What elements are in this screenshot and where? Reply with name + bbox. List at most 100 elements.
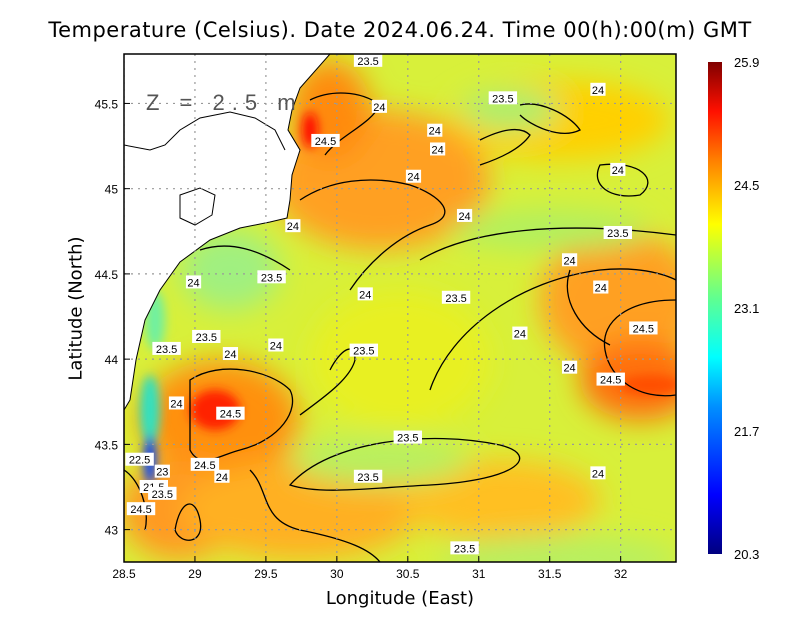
y-tick-label: 43 bbox=[105, 524, 119, 538]
svg-text:23.5: 23.5 bbox=[353, 346, 374, 358]
svg-text:23.5: 23.5 bbox=[397, 433, 418, 445]
contour-labels: 23.52423.5242424.5242424242423.52423.524… bbox=[125, 54, 658, 555]
depth-label: Z = 2.5 m bbox=[146, 90, 303, 115]
x-tick-label: 29 bbox=[188, 567, 202, 581]
contour-label: 23.5 bbox=[353, 469, 383, 484]
contour-label: 24 bbox=[593, 280, 609, 295]
contour-label: 23.5 bbox=[353, 54, 383, 68]
svg-text:23.5: 23.5 bbox=[357, 472, 378, 484]
svg-text:22.5: 22.5 bbox=[129, 455, 150, 467]
contour-label: 24 bbox=[285, 219, 301, 233]
contour-label: 23.5 bbox=[349, 343, 379, 358]
y-tick-label: 45.5 bbox=[95, 97, 119, 111]
x-tick-label: 31.5 bbox=[538, 567, 562, 581]
svg-text:24: 24 bbox=[407, 172, 419, 184]
x-tick-label: 30 bbox=[330, 567, 344, 581]
contour-label: 24.5 bbox=[311, 133, 340, 148]
contour-label: 24 bbox=[561, 360, 578, 375]
contour-label: 23.5 bbox=[192, 329, 221, 344]
svg-text:24: 24 bbox=[431, 144, 443, 156]
x-tick-label: 30.5 bbox=[396, 567, 420, 581]
svg-text:24.5: 24.5 bbox=[315, 136, 336, 148]
svg-text:23.5: 23.5 bbox=[445, 293, 466, 305]
contour-label: 23.5 bbox=[488, 91, 518, 105]
svg-text:23.5: 23.5 bbox=[261, 272, 282, 284]
colorbar-labels: 25.9 24.5 23.1 21.7 20.3 bbox=[734, 55, 759, 562]
x-tick-label: 28.5 bbox=[112, 567, 136, 581]
contour-label: 23.5 bbox=[450, 541, 479, 555]
svg-text:24: 24 bbox=[216, 472, 228, 484]
contour-label: 24 bbox=[590, 82, 606, 97]
svg-text:23.5: 23.5 bbox=[454, 543, 475, 555]
svg-text:24: 24 bbox=[595, 283, 607, 295]
y-tick-label: 45 bbox=[105, 183, 119, 197]
svg-text:23.5: 23.5 bbox=[357, 56, 378, 68]
colorbar-label: 24.5 bbox=[734, 178, 759, 193]
land-area bbox=[124, 54, 331, 411]
svg-text:24: 24 bbox=[429, 126, 441, 138]
y-tick-label: 44.5 bbox=[95, 268, 119, 282]
svg-text:23.5: 23.5 bbox=[156, 344, 177, 356]
contour-label: 24.5 bbox=[596, 372, 625, 387]
svg-text:24: 24 bbox=[373, 102, 385, 114]
contour-label: 24 bbox=[456, 208, 473, 223]
contour-label: 24 bbox=[512, 326, 528, 341]
svg-text:23.5: 23.5 bbox=[492, 93, 513, 105]
colorbar-label: 21.7 bbox=[734, 424, 759, 439]
svg-text:24: 24 bbox=[592, 85, 604, 97]
contour-label: 24.5 bbox=[190, 457, 220, 472]
x-axis-ticks: 28.5 29 29.5 30 30.5 31 31.5 32 bbox=[112, 556, 628, 581]
contour-label: 24 bbox=[371, 99, 388, 114]
svg-text:24.5: 24.5 bbox=[194, 460, 215, 472]
colorbar bbox=[708, 62, 722, 554]
y-tick-label: 43.5 bbox=[95, 438, 119, 452]
svg-text:23: 23 bbox=[156, 467, 168, 479]
contour-label: 24 bbox=[405, 169, 422, 184]
contour-label: 23.5 bbox=[148, 486, 177, 501]
svg-text:23.5: 23.5 bbox=[152, 489, 173, 501]
contour-label: 22.5 bbox=[125, 452, 154, 467]
svg-text:24.5: 24.5 bbox=[600, 375, 621, 387]
svg-text:24.5: 24.5 bbox=[633, 323, 654, 335]
y-axis-label: Latitude (North) bbox=[65, 236, 87, 381]
contour-label: 23 bbox=[154, 464, 170, 479]
contour-label: 24 bbox=[168, 396, 185, 410]
contour-label: 24 bbox=[357, 287, 373, 301]
contour-label: 24 bbox=[610, 162, 626, 177]
x-tick-label: 29.5 bbox=[254, 567, 278, 581]
svg-text:24: 24 bbox=[170, 398, 182, 410]
grid-lines bbox=[124, 54, 676, 562]
contour-label: 24 bbox=[214, 469, 230, 484]
plot-frame bbox=[123, 53, 677, 563]
colorbar-label: 20.3 bbox=[734, 547, 759, 562]
svg-text:24: 24 bbox=[592, 468, 604, 480]
svg-text:24: 24 bbox=[359, 289, 371, 301]
contour-label: 24 bbox=[222, 347, 239, 361]
x-tick-label: 32 bbox=[614, 567, 628, 581]
temperature-field: Z = 2.5 m 23.52423.5242424.5242424242423… bbox=[124, 54, 676, 562]
x-axis-label: Longitude (East) bbox=[325, 588, 475, 609]
contour-label: 24.5 bbox=[126, 502, 156, 516]
svg-text:24: 24 bbox=[270, 341, 282, 353]
svg-text:24: 24 bbox=[612, 165, 624, 177]
svg-text:24: 24 bbox=[187, 277, 199, 289]
svg-text:24: 24 bbox=[563, 255, 575, 267]
contour-label: 24.5 bbox=[629, 321, 658, 335]
svg-text:24.5: 24.5 bbox=[130, 504, 151, 516]
contour-label: 24 bbox=[561, 253, 578, 267]
contour-label: 23.5 bbox=[257, 270, 286, 284]
contour-lines bbox=[124, 92, 676, 562]
contour-label: 24 bbox=[268, 338, 284, 353]
y-axis-ticks: 45.5 45 44.5 44 43.5 43 bbox=[95, 97, 130, 538]
svg-text:24: 24 bbox=[224, 349, 236, 361]
svg-text:24.5: 24.5 bbox=[220, 409, 241, 421]
svg-text:24: 24 bbox=[287, 221, 299, 233]
y-tick-label: 44 bbox=[105, 353, 119, 367]
x-tick-label: 31 bbox=[472, 567, 486, 581]
svg-text:24: 24 bbox=[458, 211, 470, 223]
contour-label: 24 bbox=[427, 123, 443, 138]
svg-text:23.5: 23.5 bbox=[607, 228, 628, 240]
svg-text:24: 24 bbox=[563, 363, 575, 375]
